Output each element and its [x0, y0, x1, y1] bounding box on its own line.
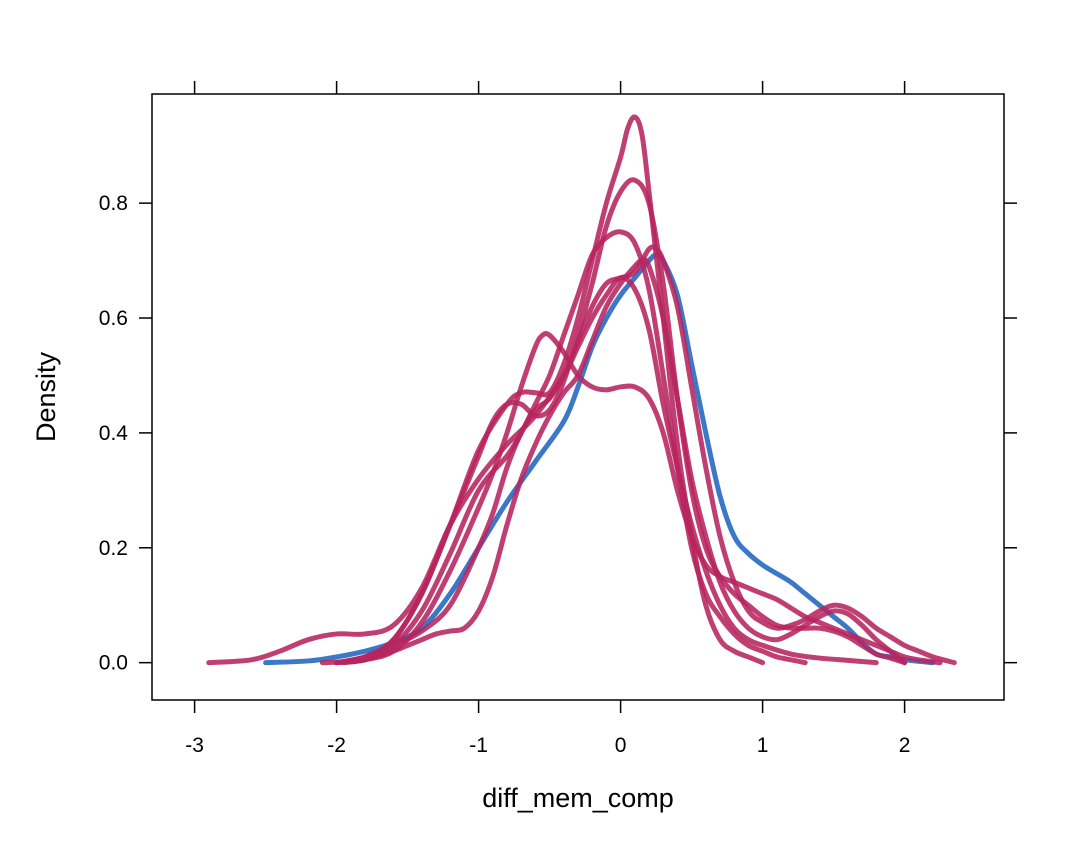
- imputed-density-line-2: [319, 229, 808, 666]
- y-tick-label: 0.8: [99, 192, 128, 215]
- x-tick-label: 0: [615, 734, 627, 757]
- x-tick-label: -1: [469, 734, 488, 757]
- y-tick-label: 0.4: [99, 422, 129, 445]
- series-layer: [206, 114, 957, 666]
- x-tick-label: -3: [185, 734, 204, 757]
- imputed-density-line-1: [206, 275, 879, 666]
- y-axis-title: Density: [31, 351, 61, 442]
- x-tick-label: 1: [757, 734, 769, 757]
- y-axis: 0.0 0.2 0.4 0.6 0.8: [99, 192, 1017, 675]
- observed-density-line: [263, 252, 936, 666]
- x-axis-title: diff_mem_comp: [482, 783, 674, 813]
- imputed-density-line-6: [334, 244, 957, 666]
- imputed-density-line-5: [341, 330, 943, 666]
- plot-frame: [151, 93, 1005, 701]
- x-tick-label: -2: [327, 734, 346, 757]
- x-tick-label: 2: [899, 734, 911, 757]
- imputed-density-line-7: [334, 257, 908, 666]
- y-tick-label: 0.0: [99, 652, 128, 675]
- imputed-density-line-4: [334, 177, 908, 666]
- y-tick-label: 0.2: [99, 537, 128, 560]
- y-tick-label: 0.6: [99, 307, 128, 330]
- x-axis: -3 -2 -1 0 1 2: [185, 81, 910, 757]
